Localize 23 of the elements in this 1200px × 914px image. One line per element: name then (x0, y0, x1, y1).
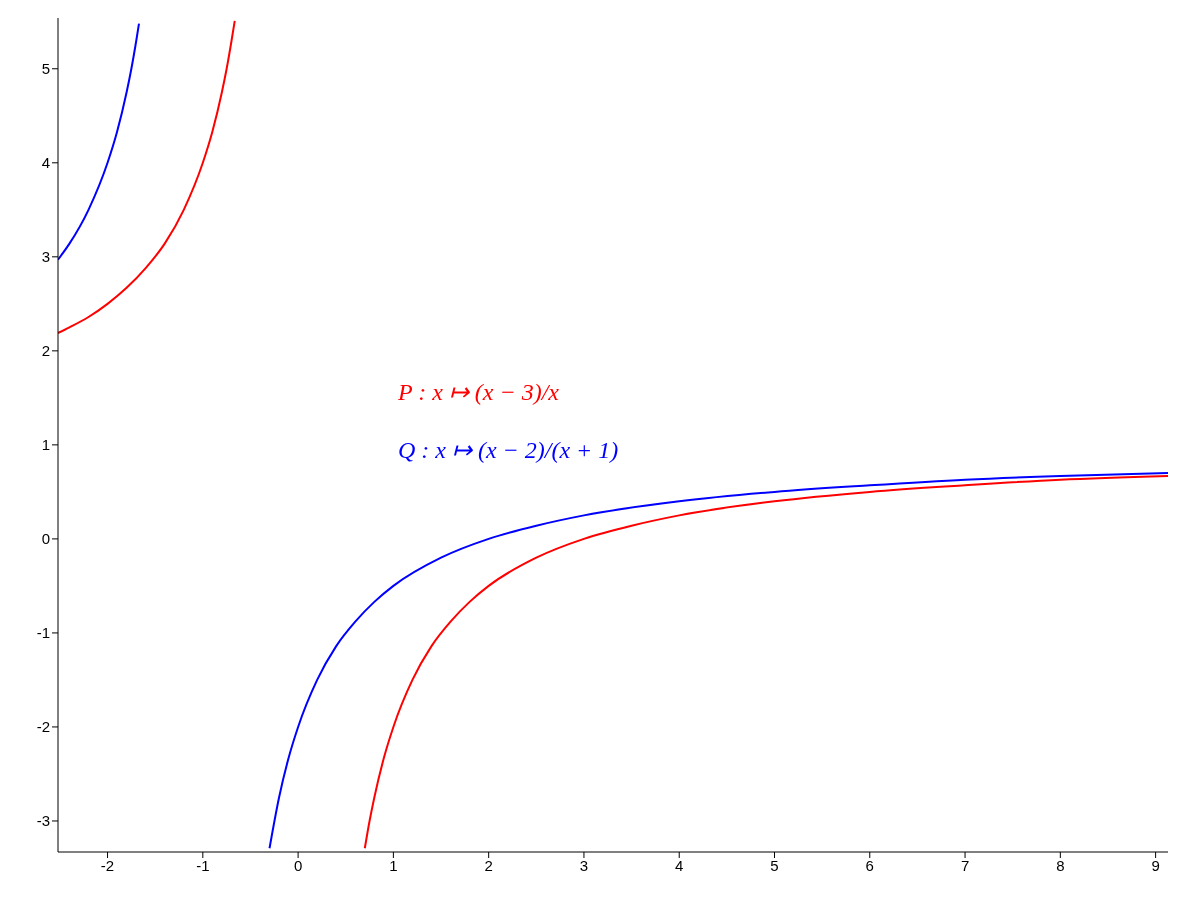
x-tick-label: 1 (389, 856, 398, 874)
x-tick-label: -2 (100, 856, 115, 874)
x-tick-label: 9 (1151, 856, 1160, 874)
x-tick-label: 2 (484, 856, 493, 874)
y-tick-label: 0 (41, 530, 50, 548)
y-tick-label: 3 (41, 248, 50, 266)
x-tick-label: 7 (960, 856, 970, 874)
y-tick-label: -1 (36, 624, 50, 642)
x-tick-label: 4 (675, 856, 684, 874)
series-label: Q : x ↦ (x − 2)/(x + 1) (398, 436, 619, 464)
x-tick-label: -1 (196, 856, 210, 874)
y-tick-label: 2 (41, 342, 50, 360)
y-tick-label: 1 (41, 436, 50, 454)
text: P : x ↦ (x − 3)/x (398, 378, 561, 406)
x-tick-label: 8 (1056, 856, 1065, 874)
y-tick-label: 5 (41, 60, 50, 78)
x-tick-label: 0 (293, 856, 303, 874)
y-tick-label: -2 (36, 718, 50, 736)
x-tick-label: 6 (865, 856, 874, 874)
x-tick-label: 3 (579, 856, 589, 874)
y-tick-label: 4 (41, 154, 50, 172)
x-tick-label: 5 (770, 856, 779, 874)
y-tick-label: -3 (36, 812, 50, 830)
